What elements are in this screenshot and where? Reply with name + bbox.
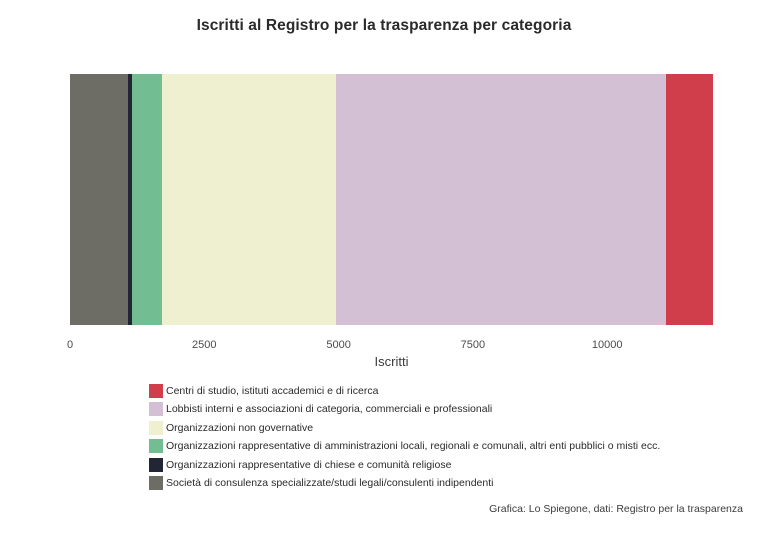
x-axis: 0 2500 5000 7500 10000 [66,339,713,353]
legend-label: Organizzazioni rappresentative di chiese… [166,458,452,471]
x-axis-label: Iscritti [374,354,409,369]
x-tick-label: 7500 [460,339,486,351]
legend-item-5[interactable]: Società di consulenza specializzate/stud… [149,475,660,490]
legend-item-1[interactable]: Lobbisti interni e associazioni di categ… [149,402,660,417]
legend-item-2[interactable]: Organizzazioni non governative [149,420,660,435]
legend-label: Lobbisti interni e associazioni di categ… [166,403,493,416]
legend: Centri di studio, istituti accademici e … [149,384,660,494]
x-tick-label: 0 [66,339,74,351]
legend-label: Società di consulenza specializzate/stud… [166,476,494,489]
bar-segment-4[interactable] [128,74,133,325]
bar-segment-5[interactable] [70,74,128,325]
bar-segment-1[interactable] [336,74,667,325]
legend-swatch [149,457,163,472]
x-tick-label: 5000 [326,339,351,351]
legend-swatch [149,475,163,490]
legend-swatch [149,439,163,454]
legend-swatch [149,402,163,417]
x-tick-label: 10000 [591,339,623,351]
legend-swatch [149,420,163,435]
bar-segment-0[interactable] [666,74,713,325]
legend-item-4[interactable]: Organizzazioni rappresentative di chiese… [149,457,660,472]
legend-label: Centri di studio, istituti accademici e … [166,385,379,397]
x-tick-label: 2500 [192,339,217,351]
legend-label: Organizzazioni non governative [166,421,314,434]
legend-swatch [149,384,163,398]
legend-label: Organizzazioni rappresentative di ammini… [166,440,661,453]
chart-title: Iscritti al Registro per la trasparenza … [196,17,572,34]
legend-item-3[interactable]: Organizzazioni rappresentative di ammini… [149,439,661,454]
bar-segment-3[interactable] [132,74,163,325]
legend-item-0[interactable]: Centri di studio, istituti accademici e … [149,384,660,398]
plot-area [70,74,713,325]
bar-segment-2[interactable] [162,74,337,325]
source-credit: Grafica: Lo Spiegone, dati: Registro per… [489,503,743,515]
